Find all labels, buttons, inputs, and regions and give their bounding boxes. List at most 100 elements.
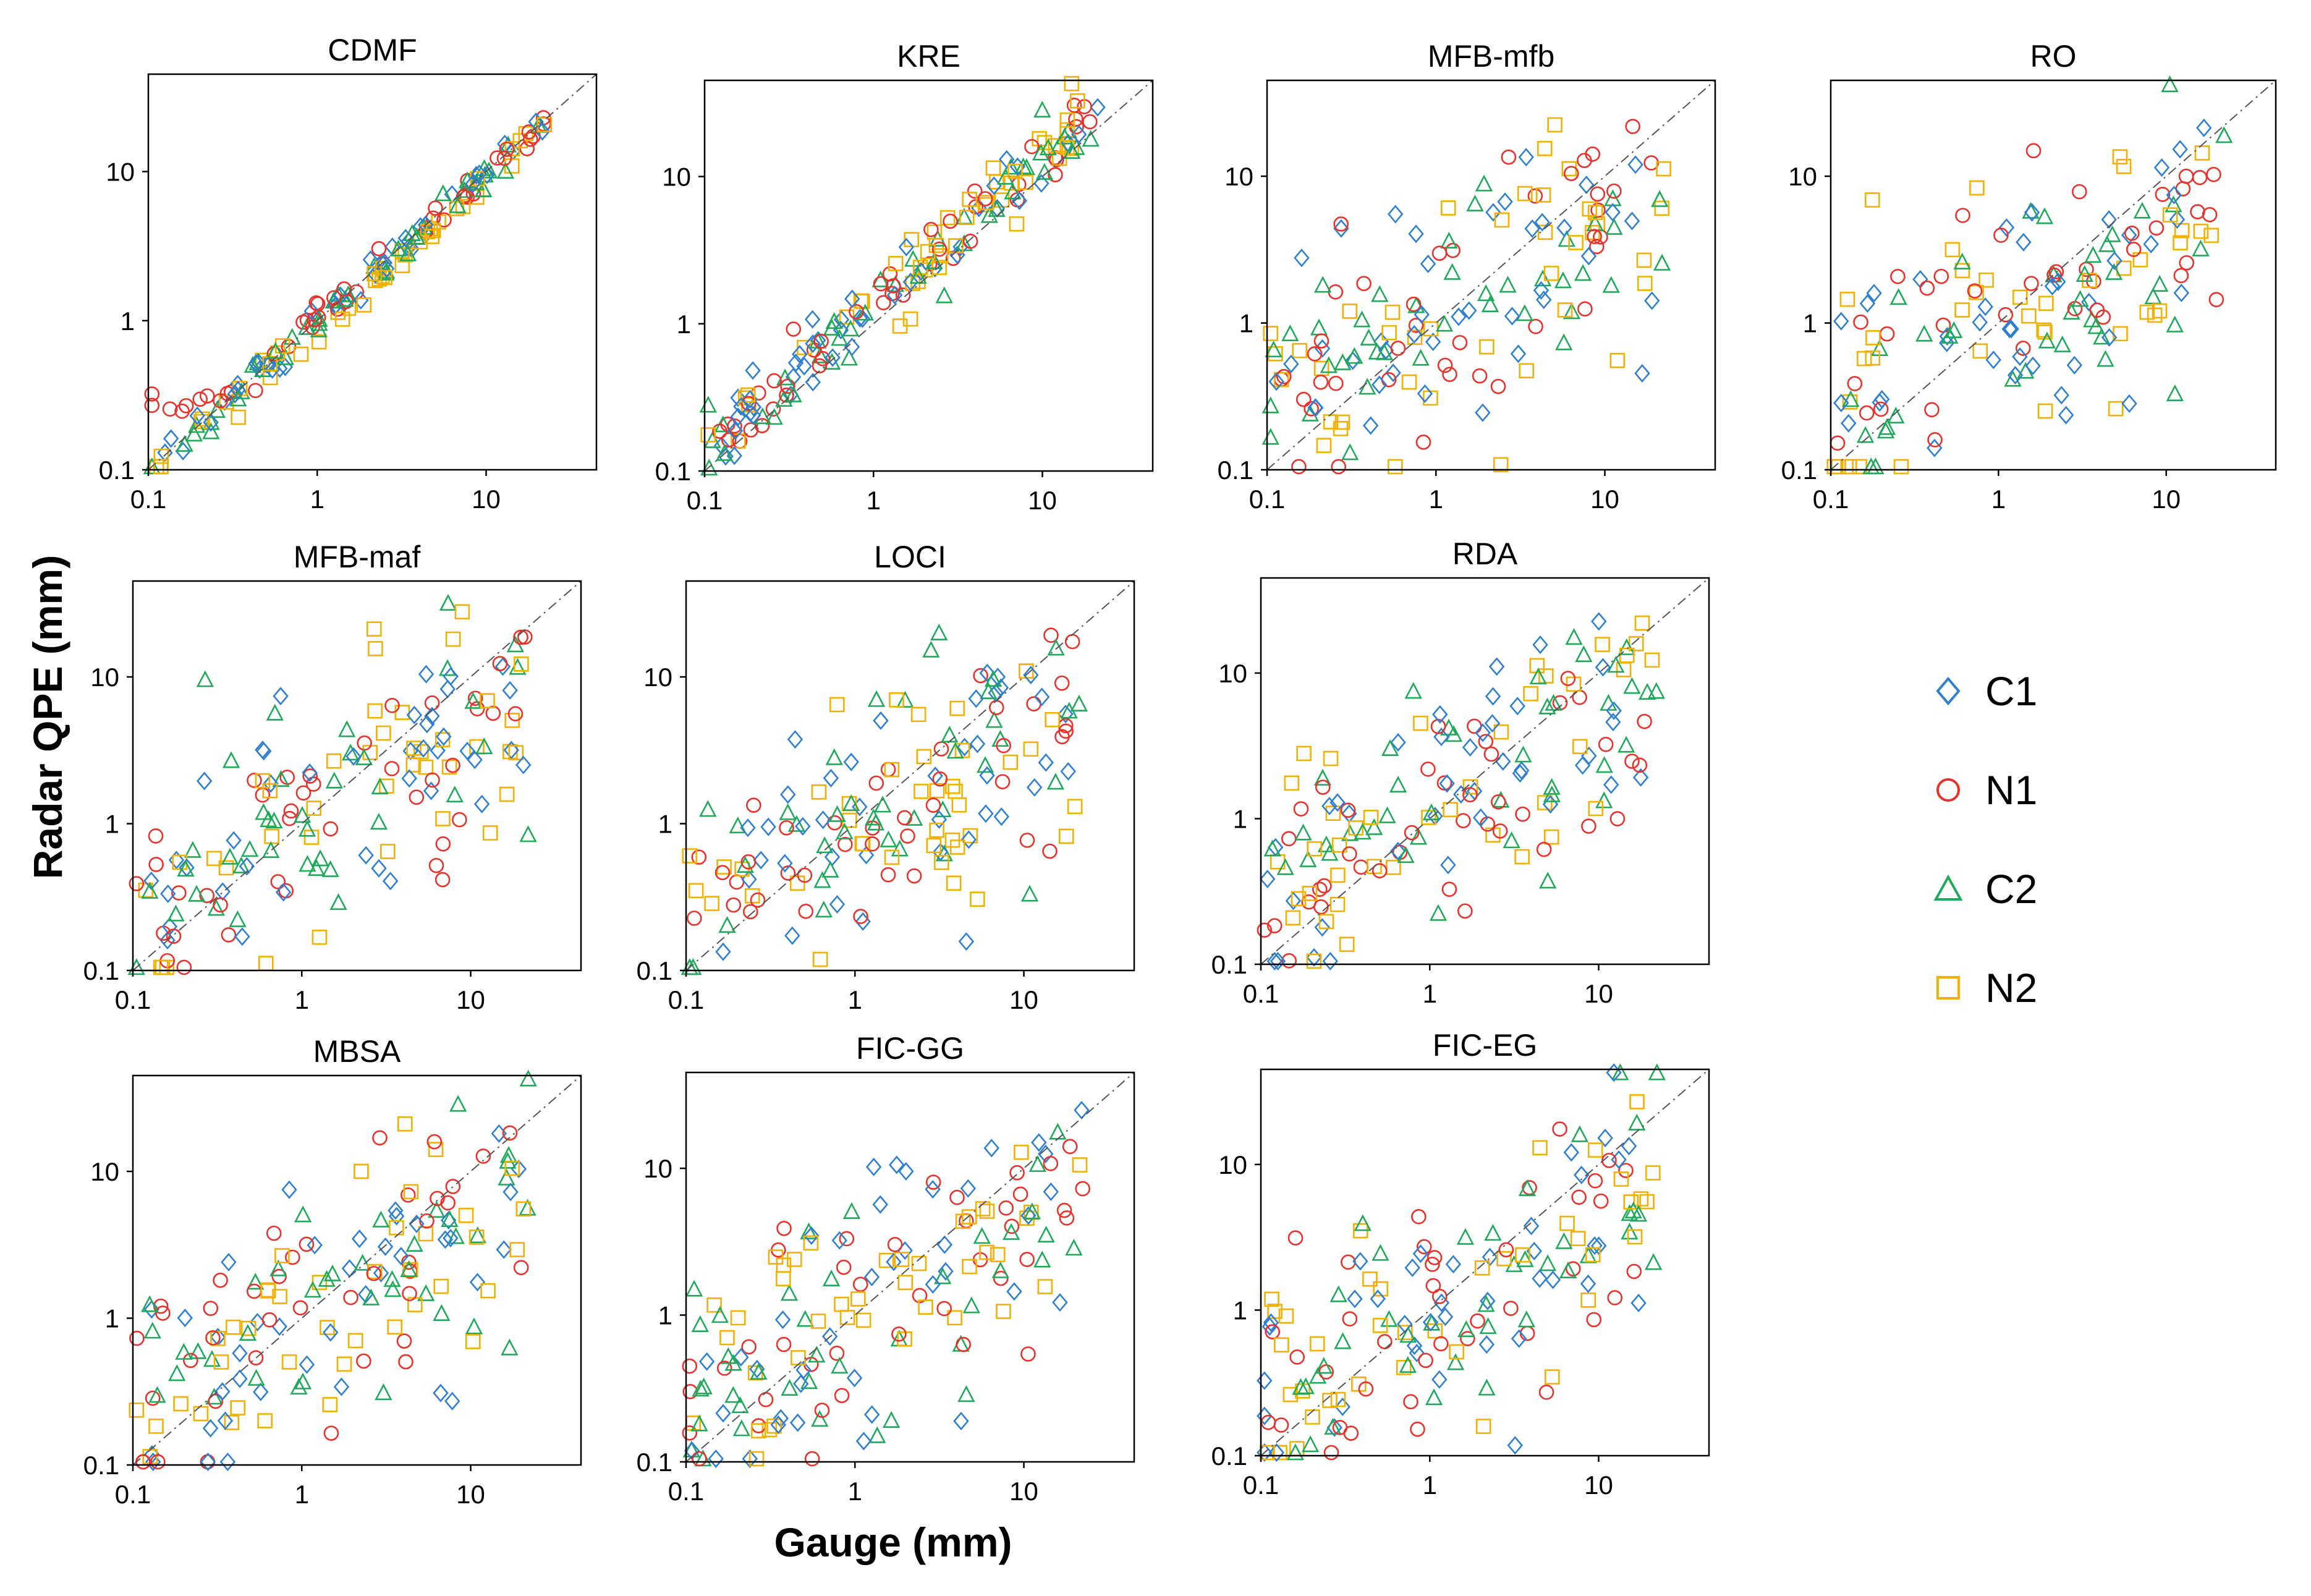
point-mbsa-92 [333, 1377, 350, 1396]
point-mfb-mfb-45 [1333, 216, 1349, 232]
point-mfb-maf-72 [418, 664, 435, 684]
point-rda-150 [1543, 785, 1561, 802]
point-loci-128 [993, 807, 1009, 826]
point-cdmf-59 [195, 411, 210, 427]
diagonal-line-mfb-mfb [1266, 80, 1716, 470]
point-ro-12 [1841, 414, 1857, 433]
point-fic-eg-152 [1445, 1255, 1462, 1274]
point-mfb-maf-111 [153, 959, 169, 975]
point-fic-gg-142 [711, 1306, 729, 1323]
point-rda-92 [1285, 891, 1302, 910]
point-fic-eg-132 [1587, 1236, 1603, 1255]
point-mbsa-151 [260, 1283, 276, 1299]
point-mfb-maf-48 [473, 794, 490, 813]
point-ro-64 [2106, 251, 2122, 270]
point-mbsa-22 [447, 1227, 465, 1244]
point-mbsa-100 [200, 1452, 216, 1471]
point-mfb-maf-143 [380, 844, 396, 859]
point-fic-gg-7 [730, 1310, 746, 1326]
point-rda-90 [1618, 736, 1635, 753]
point-ro-77 [1879, 326, 1895, 342]
point-rda-28 [1266, 951, 1283, 971]
point-rda-61 [1266, 918, 1283, 933]
point-mbsa-81 [502, 1125, 518, 1141]
point-cdmf-132 [333, 286, 349, 305]
point-mbsa-34 [362, 1288, 380, 1305]
point-fic-eg-92 [1262, 1317, 1278, 1336]
point-fic-eg-133 [1418, 1352, 1433, 1369]
point-kre-62 [955, 208, 973, 225]
point-mbsa-124 [443, 1229, 459, 1248]
point-mfb-mfb-91 [1568, 235, 1584, 250]
point-loci-149 [900, 828, 915, 844]
point-mfb-mfb-49 [1445, 242, 1461, 258]
point-ro-113 [1890, 269, 1906, 284]
point-mbsa-101 [155, 1305, 171, 1321]
point-mfb-maf-142 [464, 692, 482, 709]
point-mfb-maf-68 [415, 739, 431, 758]
point-loci-125 [1064, 634, 1080, 650]
point-loci-5 [1019, 833, 1035, 848]
point-rda-137 [1637, 713, 1652, 729]
point-mfb-mfb-59 [1547, 117, 1563, 133]
points-mfb-maf [127, 593, 537, 975]
point-mfb-mfb-56 [1627, 155, 1643, 174]
point-mfb-maf-103 [376, 725, 391, 741]
point-kre-108 [805, 334, 821, 354]
point-mfb-mfb-82 [1353, 310, 1371, 328]
panel-title-kre: KRE [897, 39, 960, 74]
point-fic-eg-102 [1372, 1244, 1389, 1261]
point-ro-69 [2046, 267, 2062, 283]
point-rda-50 [1444, 725, 1463, 742]
point-mfb-maf-105 [452, 812, 467, 828]
x-tick-label-rda-0-1: 0.1 [1243, 979, 1279, 1008]
point-fic-eg-129 [1289, 1349, 1305, 1365]
point-loci-129 [798, 904, 814, 919]
point-mbsa-80 [177, 1309, 193, 1328]
point-mfb-maf-80 [436, 727, 452, 746]
point-rda-8 [1259, 870, 1276, 889]
point-loci-51 [946, 875, 962, 891]
point-ro-139 [2116, 159, 2132, 174]
point-mfb-maf-107 [312, 929, 328, 945]
point-fic-gg-126 [868, 1426, 886, 1443]
point-mfb-maf-34 [370, 813, 388, 830]
diagonal-line-mfb-maf [132, 580, 582, 971]
point-rda-91 [1285, 910, 1301, 926]
point-fic-eg-73 [1273, 1417, 1289, 1433]
point-cdmf-106 [389, 239, 407, 257]
point-ro-6 [2097, 350, 2114, 367]
point-ro-115 [1954, 302, 1970, 318]
point-cdmf-110 [244, 355, 262, 373]
point-fic-eg-117 [1586, 1312, 1602, 1328]
panel-fic-gg: FIC-GG 0.1 1 10 0.1 1 10 [637, 1031, 1135, 1506]
point-ro-68 [2001, 320, 2017, 339]
point-mfb-mfb-97 [1406, 296, 1422, 312]
point-mfb-mfb-70 [1371, 285, 1389, 302]
point-loci-114 [867, 690, 886, 707]
point-cdmf-27 [394, 258, 410, 273]
point-mbsa-11 [173, 1396, 189, 1412]
point-mbsa-28 [232, 1344, 248, 1363]
point-mbsa-27 [347, 1333, 363, 1349]
point-cdmf-35 [311, 334, 327, 350]
point-loci-9 [729, 874, 745, 890]
point-mfb-maf-125 [357, 735, 372, 751]
point-fic-eg-42 [1559, 1261, 1577, 1279]
point-rda-18 [1565, 628, 1583, 645]
point-ro-22 [2166, 384, 2184, 402]
point-fic-eg-104 [1404, 1258, 1420, 1277]
point-fic-eg-157 [1343, 1425, 1359, 1441]
point-fic-gg-89 [716, 1360, 732, 1376]
point-mbsa-110 [318, 1270, 336, 1287]
point-fic-eg-67 [1623, 1194, 1639, 1210]
point-fic-gg-19 [911, 1255, 927, 1271]
y-tick-label-mfb-maf-10: 10 [90, 663, 119, 692]
point-mfb-maf-61 [435, 872, 451, 888]
point-mfb-mfb-6 [1466, 194, 1484, 211]
point-ro-27 [2194, 145, 2210, 161]
point-rda-106 [1539, 872, 1557, 889]
point-loci-42 [976, 756, 994, 773]
point-fic-eg-114 [1479, 1317, 1497, 1335]
point-fic-gg-143 [975, 1201, 991, 1216]
